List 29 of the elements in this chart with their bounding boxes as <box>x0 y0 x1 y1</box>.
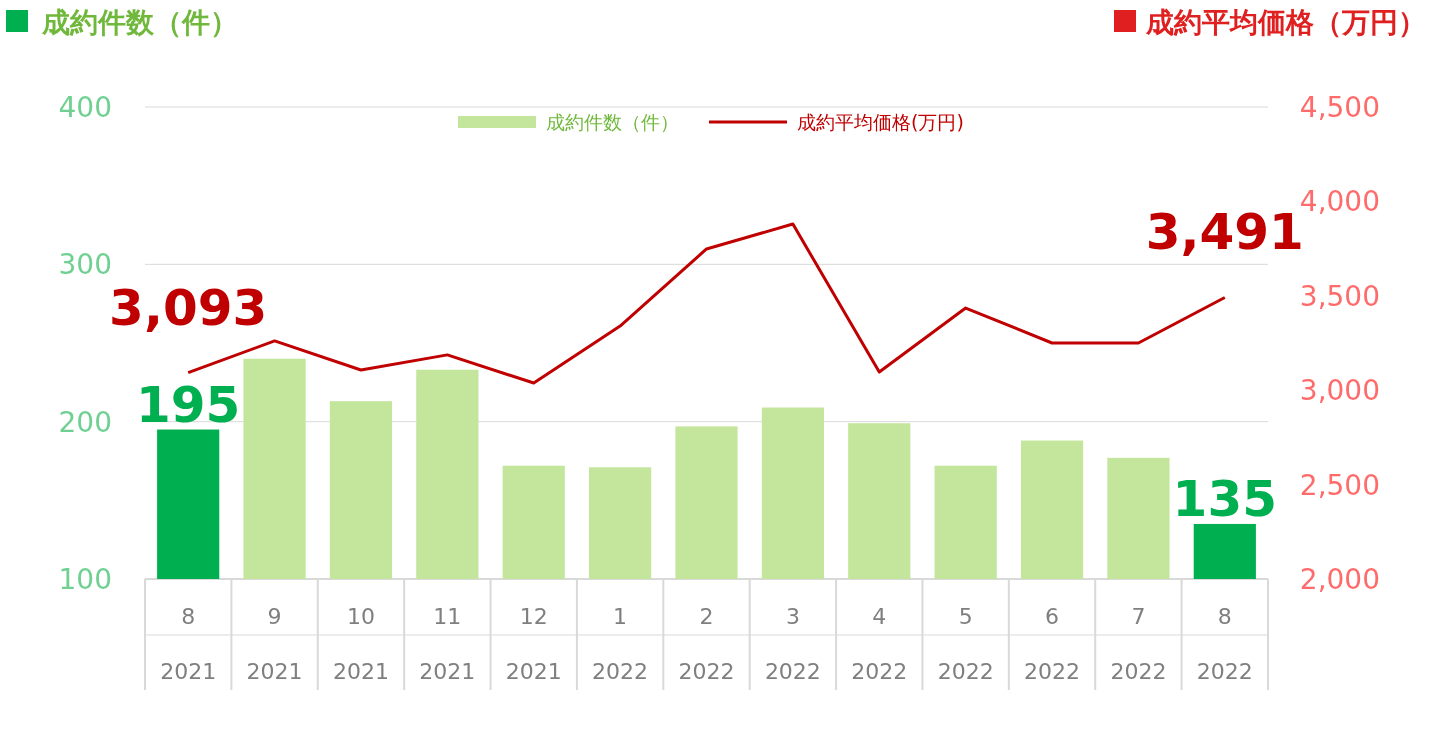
y-tick-label: 400 <box>58 91 112 124</box>
data-label: 195 <box>136 375 241 434</box>
y2-axis-title: 成約平均価格（万円） <box>1145 6 1426 39</box>
legend-label: 成約平均価格(万円) <box>797 111 964 133</box>
y2-tick-label: 3,500 <box>1299 279 1380 313</box>
data-label: 3,093 <box>109 278 268 337</box>
category-label: 6 2022 <box>1024 604 1081 684</box>
data-label: 135 <box>1172 469 1277 528</box>
y2-tick-label: 4,500 <box>1299 91 1380 124</box>
y-tick-label: 100 <box>58 563 112 596</box>
category-label: 8 2021 <box>160 604 217 684</box>
y-axis-title: 成約件数（件） <box>41 6 238 39</box>
y2-tick-label: 2,000 <box>1299 563 1380 596</box>
category-label: 11 2021 <box>419 604 476 684</box>
legend-label: 成約件数（件） <box>546 111 679 133</box>
category-label: 4 2022 <box>851 604 908 684</box>
category-label: 10 2021 <box>332 604 389 684</box>
category-label: 3 2022 <box>764 604 821 684</box>
category-label: 7 2022 <box>1110 604 1167 684</box>
y2-tick-label: 3,000 <box>1299 374 1380 408</box>
category-label: 5 2022 <box>937 604 994 684</box>
y-tick-label: 200 <box>58 405 112 439</box>
y2-tick-label: 2,500 <box>1299 468 1380 502</box>
category-label: 9 2021 <box>246 604 303 684</box>
category-label: 1 2022 <box>592 604 649 684</box>
category-label: 12 2021 <box>505 604 562 684</box>
category-label: 8 2022 <box>1196 604 1253 684</box>
category-label: 2 2022 <box>678 604 735 684</box>
y-tick-label: 300 <box>58 248 112 282</box>
